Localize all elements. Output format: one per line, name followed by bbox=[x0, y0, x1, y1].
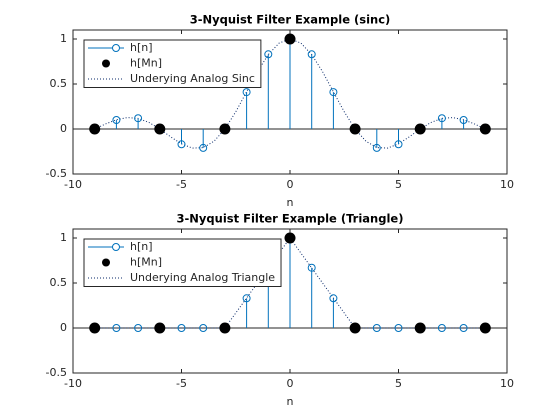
y-tick-label: 0 bbox=[60, 122, 67, 135]
legend-marker bbox=[102, 258, 110, 267]
sample-marker bbox=[414, 123, 426, 135]
legend-label: h[Mn] bbox=[130, 57, 162, 70]
x-tick-label: -10 bbox=[64, 178, 82, 191]
stem-marker bbox=[437, 114, 446, 123]
legend-label: h[n] bbox=[130, 41, 153, 54]
stem-marker bbox=[394, 324, 403, 332]
y-tick-label: 0.5 bbox=[50, 276, 68, 289]
legend-label: Underying Analog Sinc bbox=[130, 72, 255, 85]
stem-marker bbox=[264, 50, 273, 59]
legend-label: h[Mn] bbox=[130, 256, 162, 269]
sample-marker bbox=[284, 232, 296, 244]
stem-marker bbox=[329, 88, 338, 97]
stem-marker bbox=[459, 324, 468, 332]
x-axis-label: n bbox=[287, 196, 294, 209]
legend-label: Underying Analog Triangle bbox=[130, 271, 275, 284]
sample-marker bbox=[219, 322, 231, 334]
sample-marker bbox=[89, 322, 101, 334]
stem-marker bbox=[307, 50, 316, 59]
x-tick-label: 5 bbox=[395, 377, 402, 390]
x-tick-label: -5 bbox=[176, 377, 187, 390]
sample-marker bbox=[349, 322, 361, 334]
legend-marker bbox=[112, 243, 120, 251]
stem-marker bbox=[112, 324, 121, 332]
sample-marker bbox=[479, 123, 491, 135]
x-axis-label: n bbox=[287, 395, 294, 408]
y-tick-label: -0.5 bbox=[46, 366, 67, 379]
chart-title: 3-Nyquist Filter Example (Triangle) bbox=[177, 212, 404, 226]
y-tick-label: 1 bbox=[60, 231, 67, 244]
stem-marker bbox=[199, 143, 208, 152]
x-tick-label: 5 bbox=[395, 178, 402, 191]
sample-marker bbox=[89, 123, 101, 135]
sample-marker bbox=[154, 123, 166, 135]
stem-marker bbox=[199, 324, 208, 332]
stem-marker bbox=[242, 88, 251, 97]
x-tick-label: 10 bbox=[500, 377, 514, 390]
y-tick-label: 0.5 bbox=[50, 77, 68, 90]
x-tick-label: 0 bbox=[287, 178, 294, 191]
legend: h[n] h[Mn] Underying Analog Triangle bbox=[83, 238, 282, 287]
sample-marker bbox=[284, 33, 296, 45]
legend-marker bbox=[112, 44, 120, 52]
x-tick-label: 10 bbox=[500, 178, 514, 191]
stem-marker bbox=[177, 324, 186, 332]
y-tick-label: 1 bbox=[60, 32, 67, 45]
stem-marker bbox=[134, 114, 143, 123]
y-tick-label: -0.5 bbox=[46, 167, 67, 180]
stem-marker bbox=[307, 263, 316, 272]
legend-marker bbox=[102, 59, 110, 68]
stem-marker bbox=[372, 143, 381, 152]
sample-marker bbox=[479, 322, 491, 334]
stem-marker bbox=[134, 324, 143, 332]
stem-marker bbox=[242, 294, 251, 303]
stem-marker bbox=[372, 324, 381, 332]
axes-box bbox=[72, 29, 508, 175]
x-tick-label: -5 bbox=[176, 178, 187, 191]
legend-label: h[n] bbox=[130, 240, 153, 253]
y-tick-label: 0 bbox=[60, 321, 67, 334]
stem-marker bbox=[394, 140, 403, 149]
x-tick-label: 0 bbox=[287, 377, 294, 390]
sample-marker bbox=[219, 123, 231, 135]
stem-marker bbox=[177, 140, 186, 149]
sample-marker bbox=[349, 123, 361, 135]
chart-title: 3-Nyquist Filter Example (sinc) bbox=[190, 13, 391, 27]
axes-box bbox=[72, 228, 508, 374]
stem-marker bbox=[329, 294, 338, 303]
x-tick-label: -10 bbox=[64, 377, 82, 390]
sample-marker bbox=[154, 322, 166, 334]
stem-marker bbox=[112, 116, 121, 124]
sample-marker bbox=[414, 322, 426, 334]
legend: h[n] h[Mn] Underying Analog Sinc bbox=[83, 39, 262, 88]
stem-marker bbox=[437, 324, 446, 332]
stem-marker bbox=[459, 116, 468, 124]
